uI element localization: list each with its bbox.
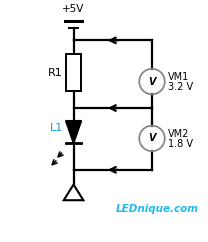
Polygon shape <box>66 121 81 143</box>
Text: L1: L1 <box>50 123 63 133</box>
Polygon shape <box>64 185 83 200</box>
Text: 3.2 V: 3.2 V <box>168 83 193 92</box>
Text: +5V: +5V <box>62 4 85 14</box>
Bar <box>66 54 81 91</box>
Text: 1.8 V: 1.8 V <box>168 139 193 149</box>
Text: VM2: VM2 <box>168 129 189 138</box>
Text: VM1: VM1 <box>168 72 189 82</box>
Text: R1: R1 <box>48 68 63 78</box>
Text: V: V <box>148 133 156 144</box>
Text: V: V <box>148 76 156 87</box>
Text: LEDnique.com: LEDnique.com <box>115 204 198 214</box>
